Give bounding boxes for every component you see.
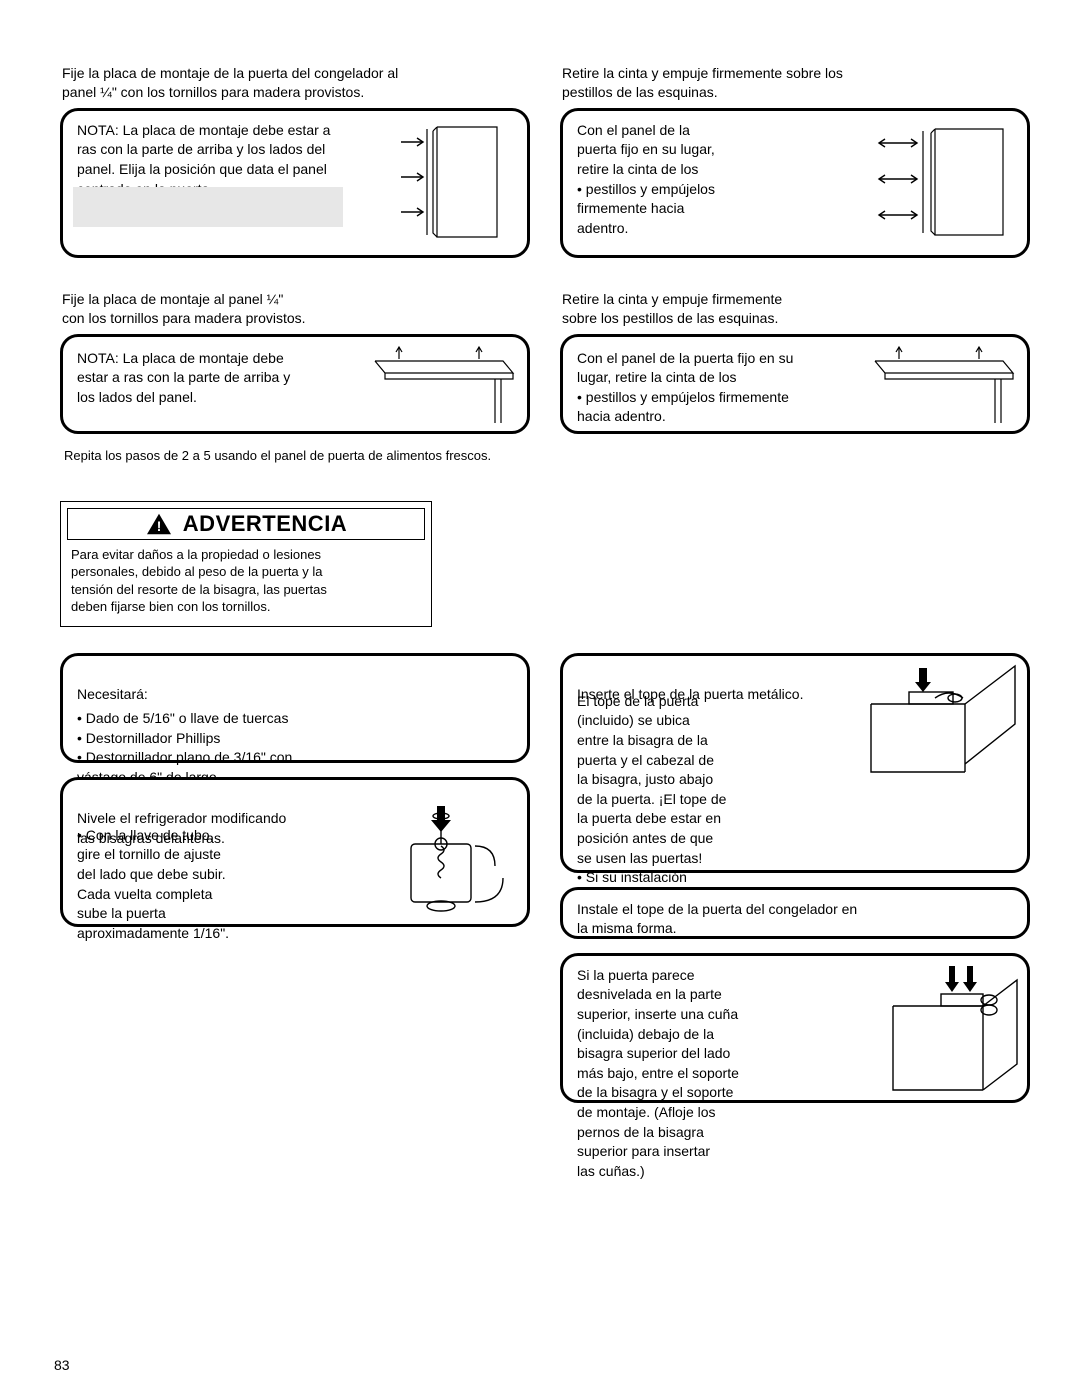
warning-header: ! ADVERTENCIA bbox=[67, 508, 425, 540]
panel-text: Con el panel de la puerta fijo en su lug… bbox=[577, 121, 877, 239]
caption: Retire la cinta y empuje firmemente sobr… bbox=[562, 64, 1030, 102]
warning-body: Para evitar daños a la propiedad o lesio… bbox=[61, 546, 431, 626]
top-plate-illustration bbox=[369, 343, 519, 425]
door-stop-body: El tope de la puerta (incluido) se ubica… bbox=[577, 692, 867, 908]
hinge-illustration bbox=[397, 806, 517, 916]
shaded-area bbox=[73, 187, 343, 227]
tools-list: • Dado de 5/16" o llave de tuercas • Des… bbox=[77, 709, 513, 787]
door-stop-panel: Inserte el tope de la puerta metálico. E… bbox=[560, 653, 1030, 873]
panel-row2-right: Con el panel de la puerta fijo en su lug… bbox=[560, 334, 1030, 434]
panel-text: Con el panel de la puerta fijo en su lug… bbox=[577, 349, 877, 427]
page-number: 83 bbox=[54, 1357, 70, 1373]
caption: Fije la placa de montaje de la puerta de… bbox=[62, 64, 530, 102]
panel-text: NOTA: La placa de montaje debe estar a r… bbox=[77, 349, 377, 408]
shim-panel: Si la puerta parece desnivelada en la pa… bbox=[560, 953, 1030, 1103]
warning-box: ! ADVERTENCIA Para evitar daños a la pro… bbox=[60, 501, 432, 627]
repeat-note: Repita los pasos de 2 a 5 usando el pane… bbox=[64, 448, 530, 463]
tools-panel: Necesitará: • Dado de 5/16" o llave de t… bbox=[60, 653, 530, 763]
panel-row2-left: NOTA: La placa de montaje debe estar a r… bbox=[60, 334, 530, 434]
hinge-body: • Con la llave de tubo, gire el tornillo… bbox=[77, 826, 387, 944]
warning-icon: ! bbox=[145, 512, 173, 536]
svg-text:!: ! bbox=[157, 518, 162, 533]
door-panel-illustration bbox=[397, 117, 517, 247]
tools-head: Necesitará: bbox=[77, 686, 148, 702]
warning-title: ADVERTENCIA bbox=[183, 511, 347, 537]
top-plate-illustration bbox=[869, 343, 1019, 425]
door-stop-illustration bbox=[869, 664, 1019, 774]
shim-body: Si la puerta parece desnivelada en la pa… bbox=[577, 966, 877, 1182]
panel-row1-right: Con el panel de la puerta fijo en su lug… bbox=[560, 108, 1030, 258]
door-panel-illustration bbox=[877, 117, 1017, 247]
freezer-stop-panel: Instale el tope de la puerta del congela… bbox=[560, 887, 1030, 939]
panel-row1-left: NOTA: La placa de montaje debe estar a r… bbox=[60, 108, 530, 258]
caption: Fije la placa de montaje al panel ¼" con… bbox=[62, 290, 530, 328]
shim-illustration bbox=[889, 964, 1019, 1094]
hinge-adjust-panel: Nivele el refrigerador modificando las b… bbox=[60, 777, 530, 927]
freezer-stop-text: Instale el tope de la puerta del congela… bbox=[577, 900, 1013, 939]
caption: Retire la cinta y empuje firmemente sobr… bbox=[562, 290, 1030, 328]
